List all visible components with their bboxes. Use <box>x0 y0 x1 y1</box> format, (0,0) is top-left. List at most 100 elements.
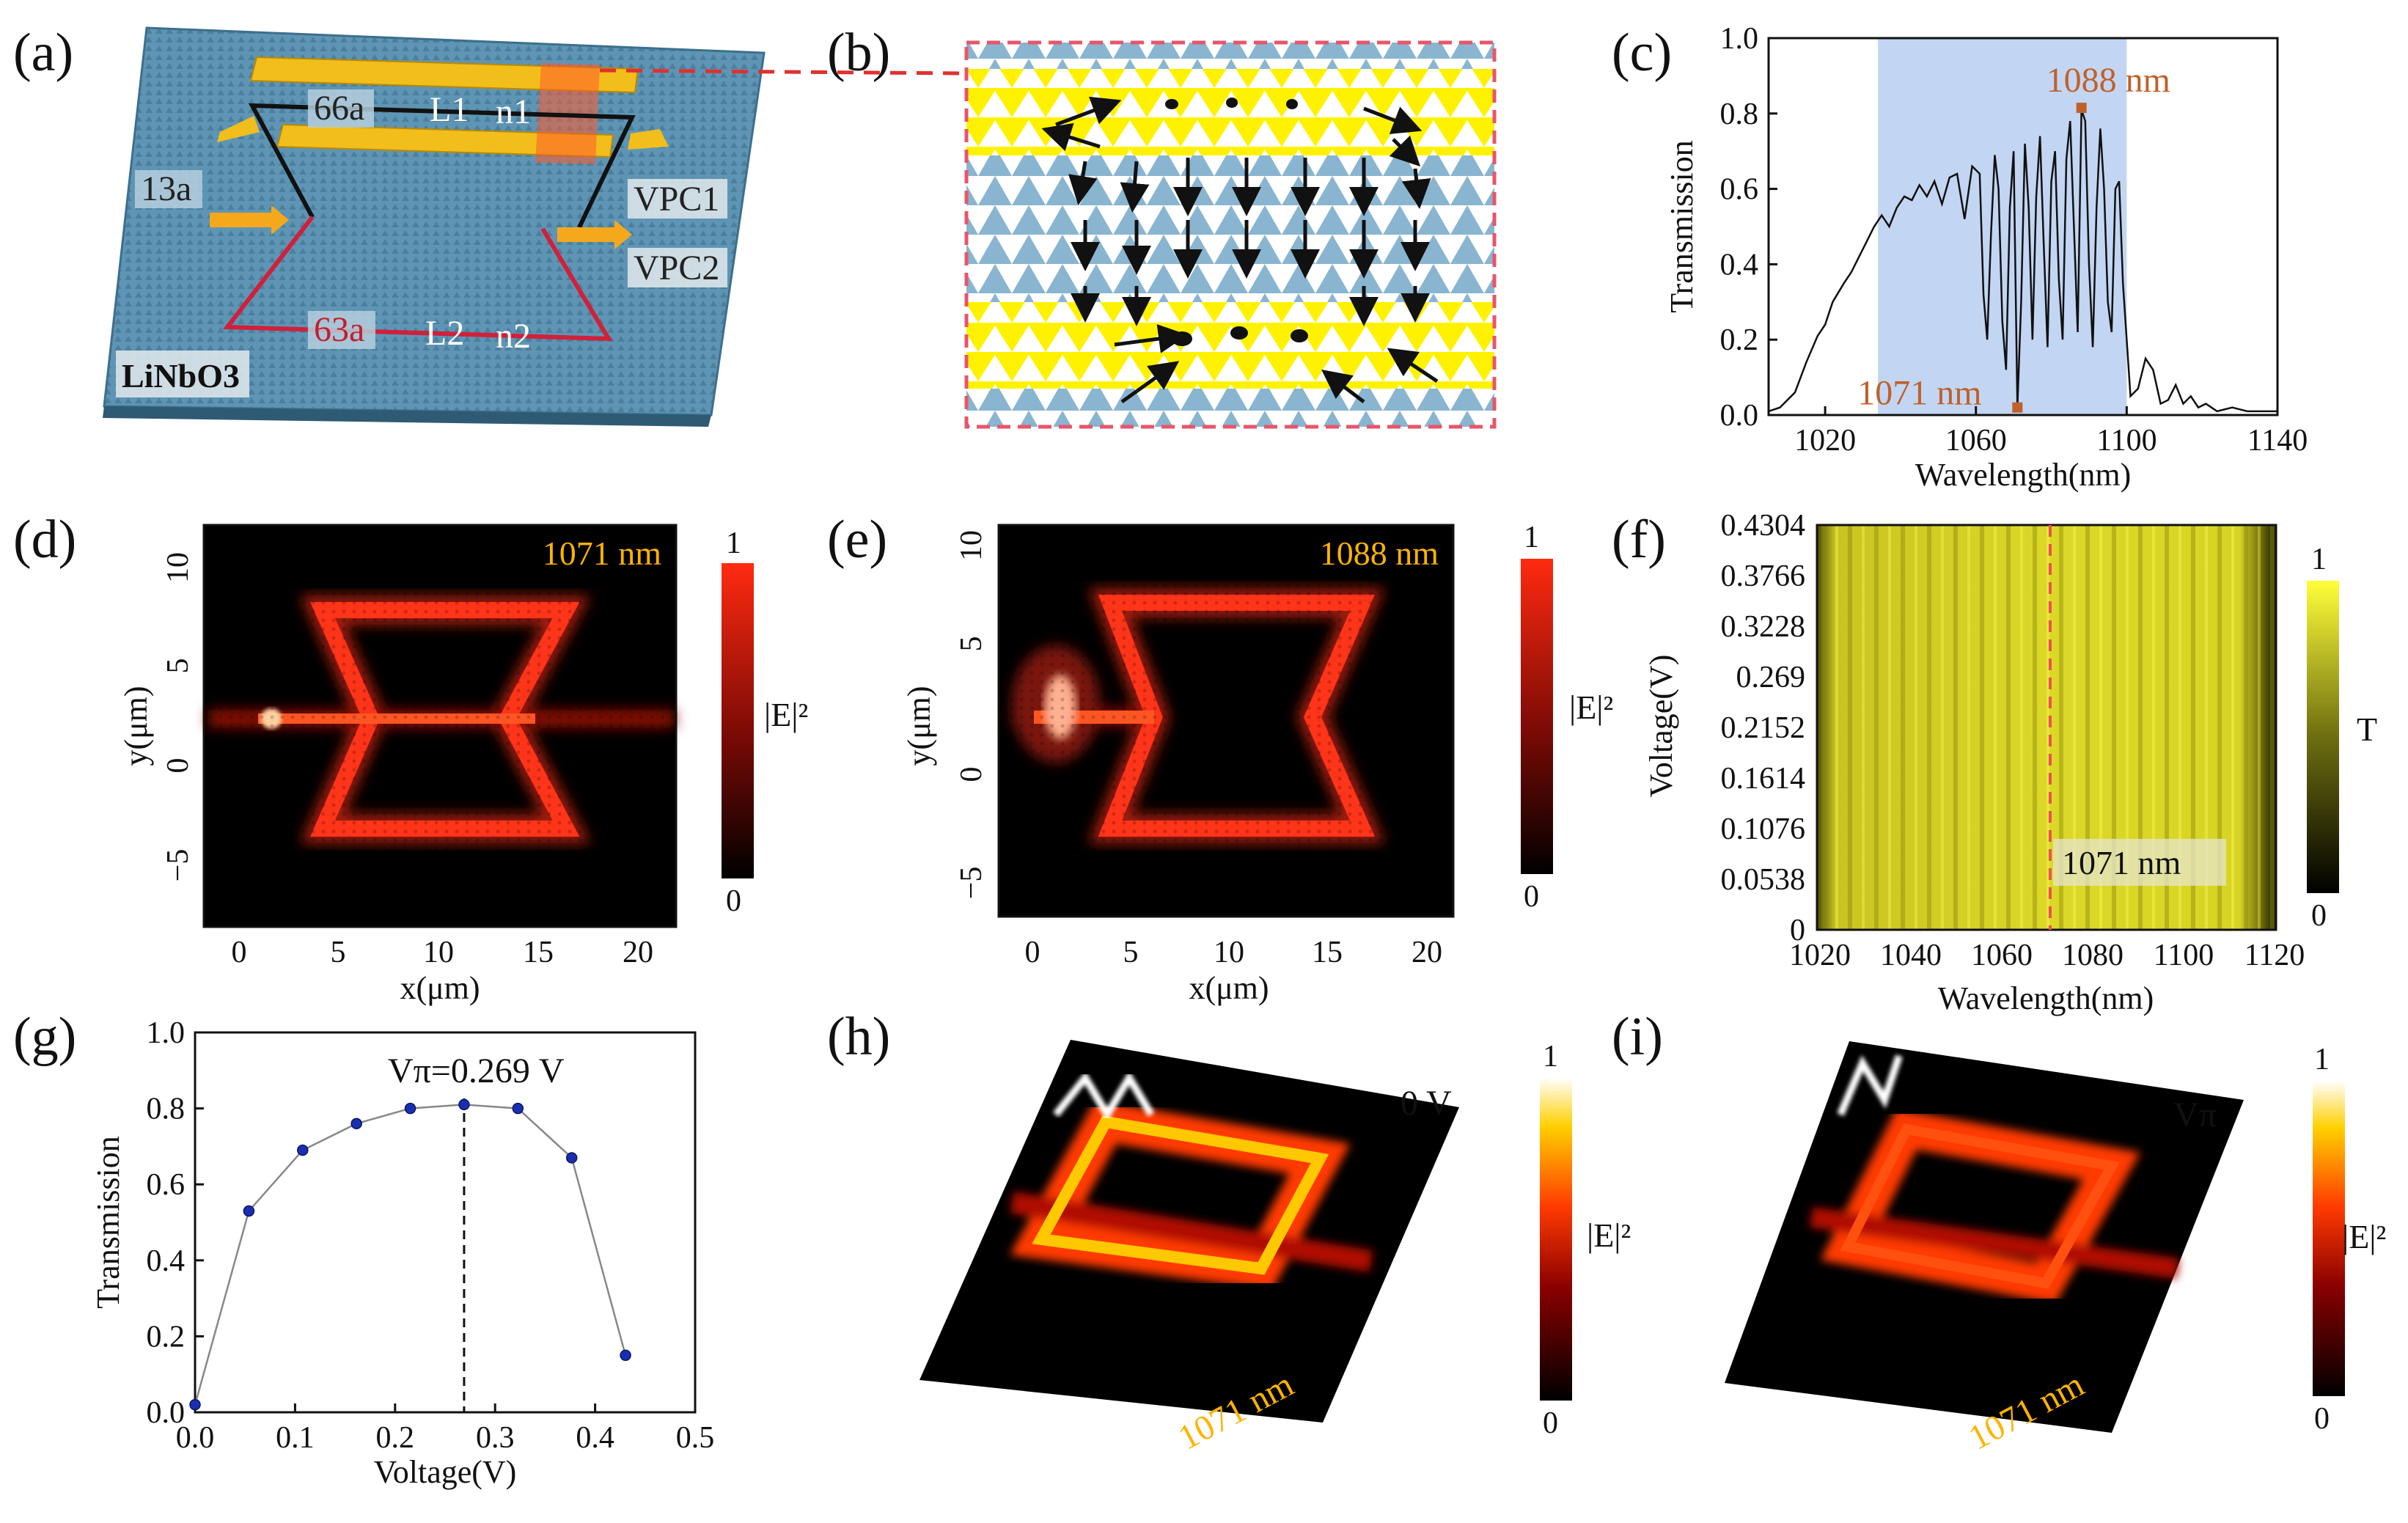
colorbar-min: 0 <box>2314 1402 2330 1436</box>
colorbar-max: 1 <box>2314 1043 2330 1076</box>
colorbar <box>2313 1081 2345 1396</box>
svg-text:LiNbO3: LiNbO3 <box>122 357 240 394</box>
peak-highlight <box>1053 1071 1155 1122</box>
svg-text:10: 10 <box>423 936 454 969</box>
wavelength-label: 1088 nm <box>1320 535 1439 572</box>
peak-annotation: 1071 nm <box>1857 374 1981 413</box>
x-axis-label: x(μm) <box>400 970 480 1006</box>
x-axis-ticks: 0 5 10 15 20 <box>232 936 654 969</box>
colorbar-min: 0 <box>726 884 741 918</box>
y-tick-label: 0.6 <box>147 1168 186 1202</box>
svg-text:1020: 1020 <box>1789 939 1851 972</box>
data-point <box>512 1102 524 1115</box>
label-vpc2: VPC2 <box>628 248 727 287</box>
panel-a-device: 66a L1 n1 13a VPC1 VPC2 63a L2 n2 LiNbO3 <box>103 26 961 427</box>
x-axis-label: x(μm) <box>1189 970 1269 1006</box>
zoom-frame <box>964 40 1497 429</box>
upper-arm-path <box>248 103 636 229</box>
highlight-band <box>1878 38 2127 415</box>
y-axis-ticks: 10 5 0 −5 <box>955 530 988 899</box>
map-frame <box>997 524 1455 918</box>
label-n2: n2 <box>496 317 531 356</box>
peak-highlight <box>1837 1054 1903 1116</box>
v-pi-annotation: Vπ=0.269 V <box>388 1052 565 1090</box>
zoom-connector <box>599 68 961 76</box>
gold-electrode-right <box>628 129 669 150</box>
y-tick-label: 0.4 <box>147 1244 186 1278</box>
panel-c-chart: 1020 1060 1100 1140 0.0 0.2 0.4 0.6 0.8 1.0 1088 n… <box>1664 22 2308 493</box>
y-axis-label: y(μm) <box>118 686 154 766</box>
voltage-label: 0 V <box>1401 1084 1452 1123</box>
field-ridge <box>1032 1115 1329 1275</box>
colorbar-label: |E|² <box>2342 1218 2386 1255</box>
svg-text:0: 0 <box>955 767 988 782</box>
y-axis-label: Voltage(V) <box>1643 655 1679 798</box>
panel-label-i: (i) <box>1612 1007 1663 1067</box>
y-axis-ticks: 0.4304 0.3766 0.3228 0.269 0.2152 0.1614… <box>1721 509 1806 947</box>
svg-text:20: 20 <box>1412 936 1442 969</box>
colorbar-max: 1 <box>2311 543 2327 576</box>
svg-text:5: 5 <box>955 636 988 652</box>
upper-domain-wall <box>966 69 1494 155</box>
panel-label-h: (h) <box>827 1007 890 1067</box>
colorbar-max: 1 <box>1524 521 1539 554</box>
peak-marker <box>2012 402 2023 413</box>
label-n1: n1 <box>496 92 531 131</box>
panel-e-field-map: 1088 nm 0 5 10 15 20 10 5 0 −5 x(μm) y(μ… <box>901 521 1613 1006</box>
svg-text:−5: −5 <box>955 867 988 900</box>
y-tick-label: 0.8 <box>147 1093 186 1126</box>
y-axis-label: y(μm) <box>901 686 937 766</box>
data-point <box>458 1098 470 1111</box>
svg-text:13a: 13a <box>141 169 191 208</box>
gold-electrode-left <box>217 116 260 142</box>
label-material: LiNbO3 <box>116 351 249 397</box>
x-tick-label: 0.4 <box>576 1421 614 1455</box>
colorbar-min: 0 <box>1543 1406 1558 1440</box>
colorbar-min: 0 <box>1524 880 1539 914</box>
x-axis-ticks: 0 5 10 15 20 <box>1025 936 1443 969</box>
svg-text:5: 5 <box>331 936 346 969</box>
colorbar-max: 1 <box>726 526 741 560</box>
svg-text:15: 15 <box>1312 936 1343 969</box>
plot-frame <box>194 1031 697 1414</box>
colorbar <box>1521 559 1553 874</box>
x-tick-label: 0.1 <box>276 1421 315 1455</box>
peak-annotation: 1088 nm <box>2047 61 2170 100</box>
svg-text:10: 10 <box>1214 936 1244 969</box>
panel-f-transmission-map: 1071 nm 1020 1040 1060 1080 1100 1120 0.… <box>1643 509 2377 1016</box>
colorbar-label: |E|² <box>764 696 808 733</box>
y-axis-label: Transmission <box>90 1136 126 1309</box>
voltage-label: Vπ <box>2173 1096 2217 1134</box>
panel-g-chart: 0.0 0.1 0.2 0.3 0.4 0.5 0.0 0.2 0.4 0.6 0.8 1.0 Vπ=0… <box>90 1016 714 1490</box>
x-tick-label: 0.2 <box>376 1421 415 1455</box>
x-tick-label: 0.3 <box>476 1421 515 1455</box>
svg-text:0.0538: 0.0538 <box>1721 863 1806 897</box>
x-tick-label: 1060 <box>1945 424 2007 458</box>
panel-label-c: (c) <box>1612 23 1672 83</box>
lower-arm-path <box>223 216 613 342</box>
svg-text:0.3766: 0.3766 <box>1721 559 1806 593</box>
output-arrow-icon <box>557 220 632 249</box>
panel-labels: (a) (b) (c) (d) (e) (f) (g) (h) (i) <box>13 23 1672 1067</box>
map-frame <box>1816 524 2277 931</box>
gold-electrode-mid <box>276 123 614 158</box>
panel-label-f: (f) <box>1612 510 1666 570</box>
svg-text:0: 0 <box>1025 936 1040 969</box>
svg-text:20: 20 <box>623 936 653 969</box>
svg-text:VPC2: VPC2 <box>634 249 719 287</box>
wavelength-label: 1071 nm <box>543 535 662 572</box>
colorbar-max: 1 <box>1543 1040 1558 1074</box>
x-axis-label: Voltage(V) <box>374 1454 517 1490</box>
y-tick-label: 1.0 <box>147 1016 186 1050</box>
y-tick-label: 0.2 <box>1720 323 1759 357</box>
svg-text:1080: 1080 <box>2062 939 2123 972</box>
panel-b-field-map <box>964 40 1497 429</box>
field-nodes <box>1165 98 1308 346</box>
x-tick-label: 0.5 <box>676 1421 715 1455</box>
svg-text:5: 5 <box>161 658 195 674</box>
panel-d-field-map: 1071 nm 0 5 10 15 20 10 5 0 −5 x(μm) y(μ… <box>118 524 808 1006</box>
svg-text:63a: 63a <box>314 310 364 349</box>
x-tick-label: 1100 <box>2096 424 2156 458</box>
panel-label-b: (b) <box>827 23 890 83</box>
